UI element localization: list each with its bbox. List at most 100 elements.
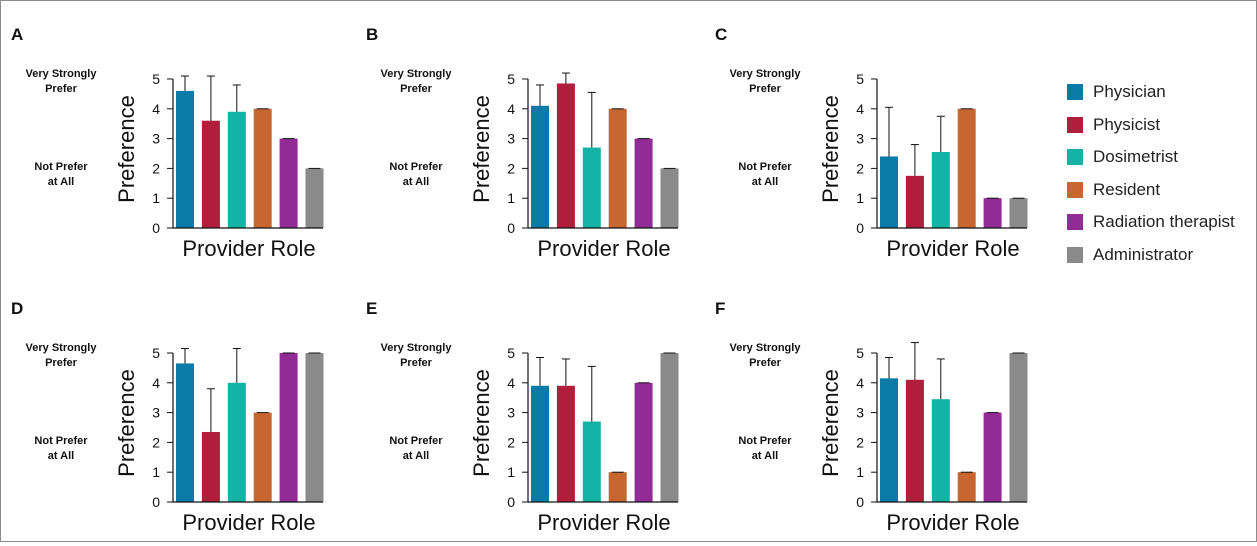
panel-d-x-axis-label: Provider Role <box>182 510 315 535</box>
legend-label: Physician <box>1093 82 1166 102</box>
panel-b-bar-3 <box>582 147 601 228</box>
legend-swatch <box>1067 214 1083 231</box>
panel-a-y-tick-label: 2 <box>152 160 160 176</box>
panel-e-bar-2 <box>556 385 575 502</box>
panel-b-scale-bottom-label: Not Prefer <box>389 161 443 173</box>
panel-f-scale-top-label: Prefer <box>749 357 782 369</box>
panel-b-y-tick-label: 4 <box>507 101 515 117</box>
panel-e-scale-top-label: Prefer <box>400 357 433 369</box>
panel-a-bar-2 <box>201 120 220 228</box>
panel-a-y-tick-label: 1 <box>152 190 160 206</box>
panel-d-bar-1 <box>176 363 194 502</box>
panel-e-x-axis-label: Provider Role <box>537 510 670 535</box>
panel-a-scale-top-label: Prefer <box>45 83 78 95</box>
panel-c-bar-5 <box>983 198 1002 228</box>
panel-a-bar-4 <box>253 108 272 228</box>
legend-item: Radiation therapist <box>1067 206 1235 239</box>
panel-b-letter: B <box>366 25 378 44</box>
panel-e-scale-bottom-label: at All <box>403 450 430 462</box>
panel-c-y-axis-label: Preference <box>818 95 843 203</box>
panel-d-y-tick-label: 2 <box>152 434 160 450</box>
panel-b-bar-2 <box>556 83 575 228</box>
legend-swatch <box>1067 246 1083 263</box>
panel-e-y-tick-label: 3 <box>507 405 515 421</box>
panel-d-scale-top-label: Prefer <box>45 357 78 369</box>
panel-c-scale-bottom-label: at All <box>752 176 779 188</box>
panel-d-scale-bottom-label: Not Prefer <box>34 435 88 447</box>
panel-a-y-tick-label: 0 <box>152 220 160 236</box>
panel-c-y-tick-label: 2 <box>856 160 864 176</box>
panel-b-y-axis-label: Preference <box>469 95 494 203</box>
panel-b-bar-6 <box>660 168 679 228</box>
panel-a-y-tick-label: 5 <box>152 71 160 87</box>
panel-e-bar-4 <box>608 472 627 502</box>
panel-f-scale-bottom-label: Not Prefer <box>738 435 792 447</box>
panel-d-y-tick-label: 5 <box>152 345 160 361</box>
panel-f-y-tick-label: 2 <box>856 434 864 450</box>
panel-c-y-tick-label: 4 <box>856 101 864 117</box>
panel-f-y-tick-label: 1 <box>856 464 864 480</box>
panel-c-y-tick-label: 5 <box>856 71 864 87</box>
panel-d-bar-6 <box>305 353 324 502</box>
legend-swatch <box>1067 84 1083 101</box>
panel-f-bar-5 <box>983 412 1002 502</box>
panel-c-bar-2 <box>905 175 924 228</box>
panel-c-letter: C <box>715 25 727 44</box>
panel-c-bar-3 <box>931 152 950 228</box>
panel-f-bar-6 <box>1009 353 1028 502</box>
panel-e-bar-1 <box>531 385 549 502</box>
panel-a-y-tick-label: 3 <box>152 131 160 147</box>
legend-swatch <box>1067 181 1083 198</box>
panel-c-bar-4 <box>957 108 976 228</box>
legend-item: Administrator <box>1067 239 1235 272</box>
legend-item: Dosimetrist <box>1067 141 1235 174</box>
panel-a-scale-top-label: Very Strongly <box>26 68 98 80</box>
panel-b-y-tick-label: 5 <box>507 71 515 87</box>
panel-b-y-tick-label: 2 <box>507 160 515 176</box>
panel-b-y-tick-label: 3 <box>507 131 515 147</box>
panel-d-y-tick-label: 4 <box>152 375 160 391</box>
panel-d-y-axis-label: Preference <box>114 369 139 477</box>
panel-f-bar-4 <box>957 472 976 502</box>
legend-swatch <box>1067 116 1083 133</box>
panel-d-letter: D <box>11 299 23 318</box>
panel-f-y-tick-label: 0 <box>856 494 864 510</box>
panel-a-bar-3 <box>227 111 246 228</box>
panel-f-bar-3 <box>931 399 950 502</box>
legend-swatch <box>1067 149 1083 166</box>
panel-f-scale-top-label: Very Strongly <box>730 342 802 354</box>
panel-f-y-tick-label: 5 <box>856 345 864 361</box>
panel-e-y-tick-label: 2 <box>507 434 515 450</box>
panel-d-scale-bottom-label: at All <box>48 450 75 462</box>
panel-d-scale-top-label: Very Strongly <box>26 342 98 354</box>
panel-d-y-tick-label: 1 <box>152 464 160 480</box>
panel-a-letter: A <box>11 25 23 44</box>
panel-b-y-tick-label: 0 <box>507 220 515 236</box>
panel-c-y-tick-label: 1 <box>856 190 864 206</box>
legend-label: Dosimetrist <box>1093 147 1179 167</box>
panel-d-bar-5 <box>279 353 298 502</box>
legend-item: Resident <box>1067 174 1235 207</box>
panel-a-y-tick-label: 4 <box>152 101 160 117</box>
panel-e-y-tick-label: 4 <box>507 375 515 391</box>
panel-b-y-tick-label: 1 <box>507 190 515 206</box>
panel-c-scale-bottom-label: Not Prefer <box>738 161 792 173</box>
legend: Physician Physicist Dosimetrist Resident Rad… <box>1067 76 1235 271</box>
panel-c-bar-6 <box>1009 198 1028 228</box>
legend-item: Physician <box>1067 76 1235 109</box>
panel-a-bar-1 <box>176 90 194 228</box>
panel-e-bar-6 <box>660 353 679 502</box>
panel-d-bar-2 <box>201 431 220 502</box>
panel-b-bar-1 <box>531 105 549 228</box>
panel-c-x-axis-label: Provider Role <box>886 236 1019 261</box>
panel-e-letter: E <box>366 299 377 318</box>
legend-label: Physicist <box>1093 114 1161 134</box>
panel-f-y-axis-label: Preference <box>818 369 843 477</box>
panel-c-y-tick-label: 3 <box>856 131 864 147</box>
panel-c-bar-1 <box>880 156 898 228</box>
panel-a-x-axis-label: Provider Role <box>182 236 315 261</box>
panel-b-bar-5 <box>634 138 653 228</box>
panel-a-bar-5 <box>279 138 298 228</box>
